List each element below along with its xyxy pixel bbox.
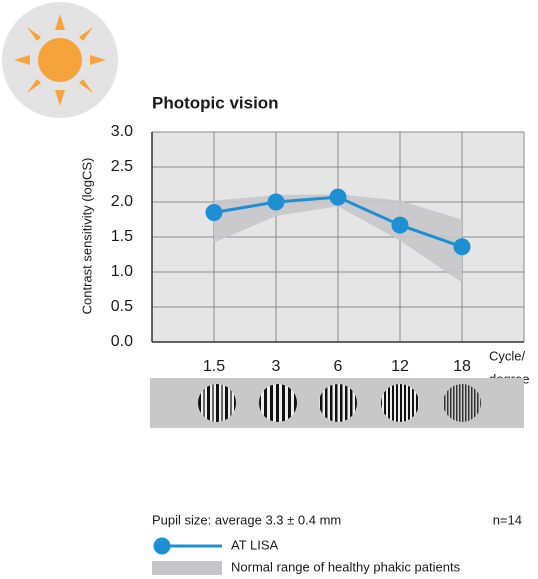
legend-label: Normal range of healthy phakic patients (231, 559, 461, 574)
x-tick-label: 18 (453, 358, 471, 375)
note: Pupil size: average 3.3 ± 0.4 mm (152, 512, 341, 527)
legend-band-swatch (152, 561, 222, 575)
y-tick-label: 2.0 (111, 193, 133, 210)
normal-range-band (214, 194, 462, 283)
x-tick-label: 12 (391, 358, 409, 375)
data-point (453, 238, 471, 256)
grating-strip (150, 378, 524, 428)
chart-title: Photopic vision (152, 93, 279, 112)
x-tick-label: 1.5 (203, 358, 225, 375)
x-axis-label: Cycle/ (489, 348, 526, 363)
data-point (267, 193, 285, 211)
y-tick-label: 1.0 (111, 263, 133, 280)
y-tick-label: 0.0 (111, 333, 133, 350)
y-tick-label: 2.5 (111, 158, 133, 175)
y-tick-label: 3.0 (111, 123, 133, 140)
x-tick-label: 3 (272, 358, 281, 375)
y-tick-label: 0.5 (111, 298, 133, 315)
x-tick-label: 6 (334, 358, 343, 375)
sun-icon (2, 2, 118, 118)
legend-marker (153, 537, 171, 555)
sample-size: n=14 (493, 512, 522, 527)
data-point (391, 216, 409, 234)
y-tick-label: 1.5 (111, 228, 133, 245)
data-point (205, 204, 223, 221)
y-axis-label: Contrast sensitivity (logCS) (79, 158, 94, 315)
legend-label: AT LISA (231, 537, 279, 552)
data-point (329, 188, 347, 206)
